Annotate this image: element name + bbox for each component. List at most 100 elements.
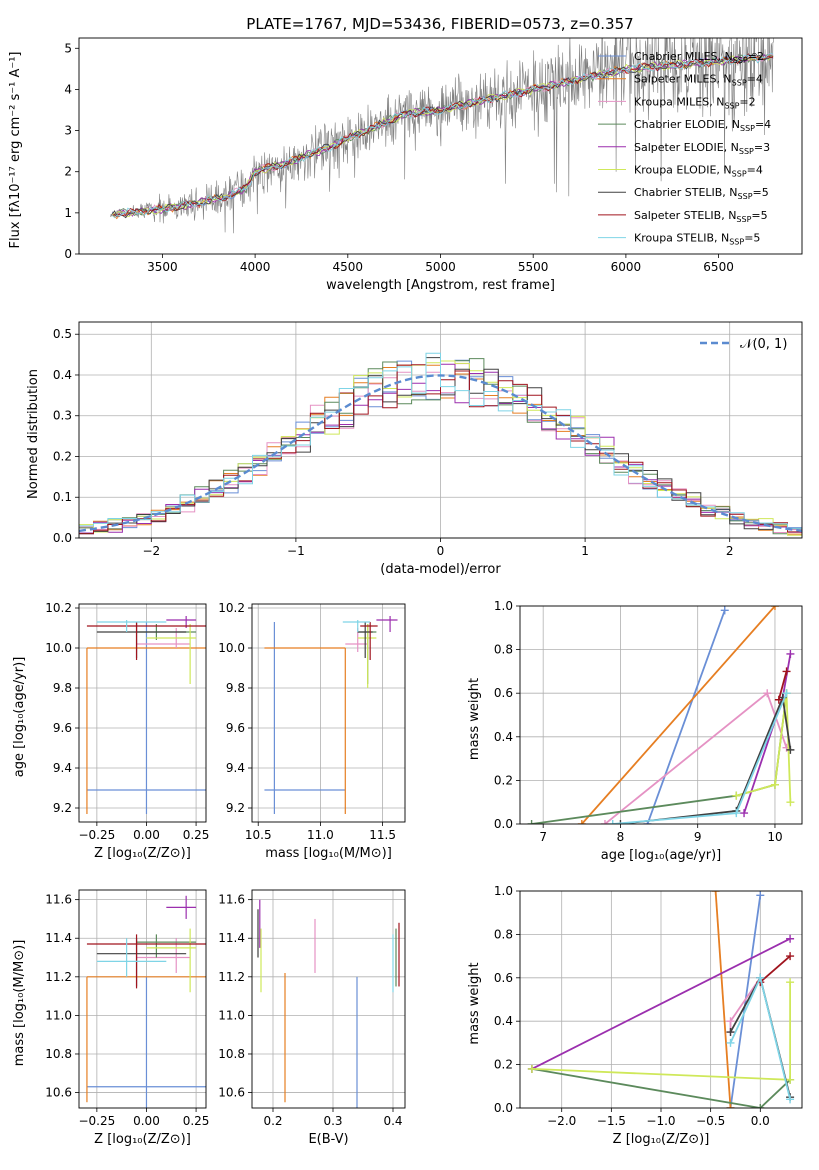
mass-weight-line bbox=[777, 671, 788, 700]
x-axis-label: mass [log₁₀(M/M⊙)] bbox=[265, 846, 392, 861]
y-tick-label: 0.5 bbox=[53, 327, 72, 341]
mass-weight-line bbox=[620, 694, 792, 824]
y-tick-label: 11.6 bbox=[45, 893, 72, 907]
x-tick-label: 9 bbox=[694, 830, 702, 844]
legend-entry: Salpeter STELIB, NSSP=5 bbox=[634, 209, 768, 224]
legend-entry: Chabrier STELIB, NSSP=5 bbox=[634, 186, 769, 201]
y-tick-label: 4 bbox=[64, 82, 72, 96]
mass-weight-line bbox=[646, 610, 726, 824]
axes-frame bbox=[251, 889, 406, 1109]
x-tick-label: −2.0 bbox=[547, 1114, 576, 1128]
legend-entry-subscript: SSP bbox=[740, 124, 755, 133]
mass-weight-line bbox=[581, 606, 776, 824]
y-tick-label: 10.6 bbox=[45, 1086, 72, 1100]
legend-entry: Salpeter MILES, NSSP=4 bbox=[634, 73, 763, 88]
model-spectrum-line bbox=[112, 53, 774, 218]
y-tick-label: 10.6 bbox=[218, 1086, 245, 1100]
y-tick-label: 0.2 bbox=[53, 449, 72, 463]
y-tick-label: 0.4 bbox=[494, 1014, 513, 1028]
mass-weight-marker bbox=[740, 809, 749, 818]
y-tick-label: 0.3 bbox=[53, 409, 72, 423]
legend-entry: Chabrier ELODIE, NSSP=4 bbox=[634, 118, 771, 133]
mass-vs-ebv-panel: 0.2 0.3 0.4 10.6 10.8 11.0 11.2 11.4 11.6 E(B-V) bbox=[218, 889, 406, 1147]
x-tick-label: 5500 bbox=[518, 260, 549, 274]
x-tick-label: −2 bbox=[142, 544, 160, 558]
x-tick-label: 0.2 bbox=[263, 1114, 282, 1128]
x-tick-label: −0.25 bbox=[78, 1114, 115, 1128]
legend-entry: Salpeter ELODIE, NSSP=3 bbox=[634, 141, 770, 156]
y-tick-label: 11.0 bbox=[218, 1008, 245, 1022]
legend-entry-subscript: SSP bbox=[739, 147, 754, 156]
legend-entry-subscript: SSP bbox=[733, 56, 748, 65]
axes-frame bbox=[78, 603, 207, 823]
x-tick-label: 4500 bbox=[333, 260, 364, 274]
y-tick-label: 10.0 bbox=[45, 641, 72, 655]
legend-entry: Kroupa MILES, NSSP=2 bbox=[634, 95, 756, 110]
mass-weight-line bbox=[759, 955, 791, 983]
y-tick-label: 10.2 bbox=[218, 601, 245, 615]
axes-frame bbox=[519, 890, 803, 1109]
model-spectrum-line bbox=[112, 52, 774, 219]
plot-area bbox=[86, 616, 206, 814]
residual-histogram-panel: −2 −1 0 1 2 0.0 0.1 0.2 0.3 0.4 0.5 (data-model)/er… bbox=[26, 321, 803, 577]
x-tick-label: −1.0 bbox=[646, 1114, 675, 1128]
legend-entry-prefix: Chabrier ELODIE, N bbox=[634, 118, 740, 131]
x-axis-label: Z [log₁₀(Z/Z⊙)] bbox=[613, 1132, 710, 1147]
mass-weight-line bbox=[531, 693, 788, 824]
legend-entry-suffix: =2 bbox=[739, 95, 755, 108]
y-axis-label: mass weight bbox=[467, 678, 482, 760]
y-tick-label: 3 bbox=[64, 124, 72, 138]
x-tick-label: 6000 bbox=[611, 260, 642, 274]
plot-area bbox=[110, 38, 774, 234]
mass-weight-marker bbox=[786, 1075, 795, 1084]
mass-weight-line bbox=[531, 937, 791, 1070]
y-tick-label: 1 bbox=[64, 206, 72, 220]
mass-weight-marker bbox=[616, 820, 625, 824]
mass-weight-marker bbox=[527, 1064, 536, 1073]
x-tick-label: 2 bbox=[726, 544, 734, 558]
x-tick-label: −0.25 bbox=[78, 828, 115, 842]
mass-weight-marker bbox=[786, 934, 795, 943]
y-tick-label: 9.8 bbox=[226, 681, 245, 695]
x-tick-label: 0.25 bbox=[183, 828, 210, 842]
legend-entry-suffix: =4 bbox=[747, 164, 763, 177]
mass-weight-marker bbox=[732, 791, 741, 800]
mass-weight-marker bbox=[711, 891, 720, 895]
x-tick-label: 0.4 bbox=[383, 1114, 402, 1128]
legend-entry-suffix: =3 bbox=[754, 141, 770, 154]
legend-entry-suffix: =4 bbox=[747, 73, 763, 86]
axes-frame bbox=[78, 321, 803, 539]
y-tick-label: 0.0 bbox=[494, 1101, 513, 1115]
y-tick-label: 9.6 bbox=[53, 721, 72, 735]
y-tick-label: 10.8 bbox=[45, 1047, 72, 1061]
mass-weight-marker bbox=[600, 820, 609, 824]
y-axis-label: age [log₁₀(age/yr)] bbox=[12, 657, 27, 778]
y-tick-label: 9.2 bbox=[226, 801, 245, 815]
x-tick-label: 0.0 bbox=[751, 1114, 770, 1128]
mass-weight-marker bbox=[786, 649, 795, 658]
x-tick-label: 3500 bbox=[147, 260, 178, 274]
mass-weight-line bbox=[531, 1068, 791, 1108]
x-tick-label: −1 bbox=[287, 544, 305, 558]
plot-area bbox=[86, 895, 206, 1108]
y-tick-label: 11.0 bbox=[45, 1008, 72, 1022]
axes-frame bbox=[251, 603, 406, 823]
y-tick-label: 0.2 bbox=[494, 773, 513, 787]
axes-frame bbox=[519, 605, 803, 825]
y-tick-label: 11.4 bbox=[45, 931, 72, 945]
mass-weight-marker bbox=[786, 978, 795, 987]
y-tick-label: 9.4 bbox=[226, 761, 245, 775]
x-axis-label: Z [log₁₀(Z/Z⊙)] bbox=[94, 1132, 191, 1147]
x-tick-label: 0 bbox=[437, 544, 445, 558]
y-tick-label: 2 bbox=[64, 165, 72, 179]
y-tick-label: 11.2 bbox=[218, 970, 245, 984]
mass-weight-marker bbox=[774, 695, 783, 704]
y-tick-label: 1.0 bbox=[494, 884, 513, 898]
legend-entry-subscript: SSP bbox=[732, 79, 747, 88]
legend-entry-prefix: Chabrier MILES, N bbox=[634, 50, 733, 63]
legend-entry-subscript: SSP bbox=[738, 192, 753, 201]
y-tick-label: 0 bbox=[64, 247, 72, 261]
legend-entry-subscript: SSP bbox=[732, 170, 747, 179]
x-tick-label: −0.5 bbox=[696, 1114, 725, 1128]
